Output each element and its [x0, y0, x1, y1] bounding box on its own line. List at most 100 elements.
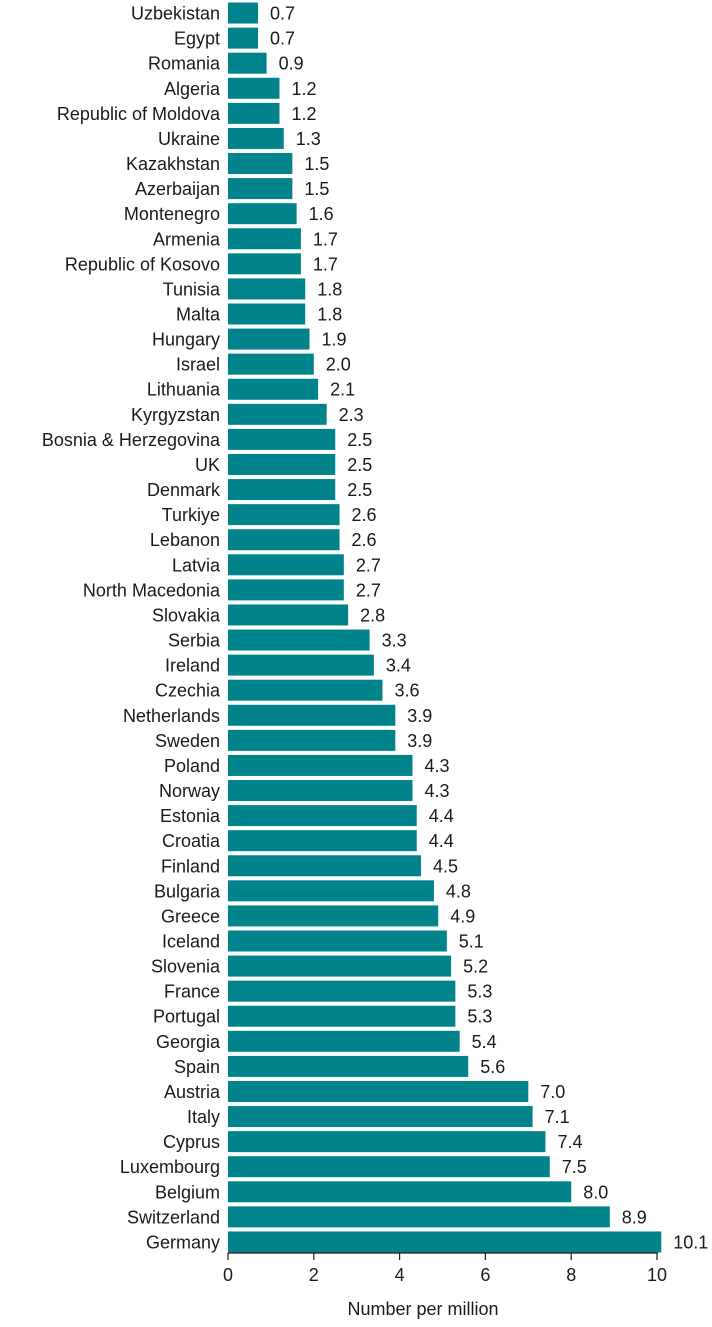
- value-label: 1.8: [317, 279, 342, 299]
- value-label: 1.5: [304, 154, 329, 174]
- bar: [228, 479, 336, 501]
- bar: [228, 1131, 546, 1153]
- bar: [228, 102, 280, 124]
- bar: [228, 253, 301, 275]
- category-label: Poland: [164, 756, 220, 776]
- bar: [228, 278, 306, 300]
- category-label: North Macedonia: [83, 580, 221, 600]
- category-label: Luxembourg: [120, 1157, 220, 1177]
- value-label: 2.1: [330, 380, 355, 400]
- value-label: 4.4: [429, 806, 454, 826]
- bar: [228, 1005, 456, 1027]
- bar: [228, 1030, 460, 1052]
- bar: [228, 403, 327, 425]
- bar: [228, 654, 374, 676]
- bar: [228, 980, 456, 1002]
- value-label: 2.3: [339, 405, 364, 425]
- category-label: Kazakhstan: [126, 154, 220, 174]
- bar: [228, 930, 447, 952]
- category-label: Turkiye: [162, 505, 220, 525]
- value-label: 4.3: [424, 756, 449, 776]
- bar: [228, 679, 383, 701]
- x-tick-label: 2: [309, 1265, 319, 1285]
- value-label: 2.0: [326, 355, 351, 375]
- value-label: 1.7: [313, 254, 338, 274]
- category-label: Iceland: [162, 932, 220, 952]
- bar: [228, 905, 439, 927]
- category-label: Malta: [176, 305, 221, 325]
- bar: [228, 303, 306, 325]
- category-label: Romania: [148, 54, 221, 74]
- value-label: 1.2: [291, 79, 316, 99]
- category-label: Spain: [174, 1057, 220, 1077]
- category-label: Belgium: [155, 1182, 220, 1202]
- category-label: Lithuania: [147, 380, 221, 400]
- category-label: Egypt: [174, 29, 220, 49]
- bar: [228, 1231, 662, 1253]
- category-label: Ireland: [165, 656, 220, 676]
- category-label: Armenia: [153, 229, 221, 249]
- category-label: Republic of Moldova: [57, 104, 221, 124]
- category-label: Cyprus: [163, 1132, 220, 1152]
- category-label: Uzbekistan: [131, 4, 220, 24]
- bar: [228, 1156, 550, 1178]
- bar: [228, 453, 336, 475]
- value-label: 3.4: [386, 656, 411, 676]
- value-label: 5.2: [463, 957, 488, 977]
- value-label: 4.8: [446, 881, 471, 901]
- value-label: 1.6: [309, 204, 334, 224]
- value-label: 3.9: [407, 706, 432, 726]
- bar: [228, 704, 396, 726]
- value-label: 2.7: [356, 580, 381, 600]
- value-label: 3.9: [407, 731, 432, 751]
- value-label: 2.5: [347, 480, 372, 500]
- bar: [228, 328, 310, 350]
- bar: [228, 178, 293, 200]
- category-label: Estonia: [160, 806, 221, 826]
- category-label: Finland: [161, 856, 220, 876]
- bars-layer: [228, 2, 662, 1253]
- value-label: 4.9: [450, 906, 475, 926]
- value-label: 1.7: [313, 229, 338, 249]
- bar: [228, 855, 422, 877]
- x-tick-label: 0: [223, 1265, 233, 1285]
- value-label: 1.3: [296, 129, 321, 149]
- value-label: 4.4: [429, 831, 454, 851]
- bar: [228, 880, 434, 902]
- category-label: France: [164, 982, 220, 1002]
- x-tick-label: 6: [480, 1265, 490, 1285]
- category-label: Denmark: [147, 480, 221, 500]
- bar: [228, 1181, 572, 1203]
- bar: [228, 153, 293, 175]
- value-label: 5.3: [467, 982, 492, 1002]
- category-labels: Uzbekistan Egypt Romania Algeria Republic of…: [42, 4, 221, 1253]
- category-label: Slovenia: [151, 957, 221, 977]
- value-label: 1.9: [322, 330, 347, 350]
- category-label: Algeria: [164, 79, 221, 99]
- category-label: Norway: [159, 781, 220, 801]
- value-label: 7.5: [562, 1157, 587, 1177]
- bar: [228, 1055, 469, 1077]
- value-label: 2.6: [352, 530, 377, 550]
- bar: [228, 780, 413, 802]
- value-label: 5.4: [472, 1032, 497, 1052]
- bar: [228, 27, 259, 49]
- value-label: 5.1: [459, 932, 484, 952]
- bar: [228, 428, 336, 450]
- value-labels: 0.7 0.7 0.9 1.2 1.2 1.3 1.5 1.5 1.6 1.7 1.7 1.8 1.8 1…: [270, 4, 708, 1253]
- value-label: 8.9: [622, 1207, 647, 1227]
- bar: [228, 353, 314, 375]
- category-label: UK: [195, 455, 220, 475]
- category-label: Greece: [161, 906, 220, 926]
- category-label: Latvia: [172, 555, 221, 575]
- bar: [228, 1080, 529, 1102]
- value-label: 1.2: [291, 104, 316, 124]
- value-label: 2.7: [356, 555, 381, 575]
- bar: [228, 629, 370, 651]
- category-label: Ukraine: [158, 129, 220, 149]
- category-label: Austria: [164, 1082, 221, 1102]
- bar: [228, 955, 452, 977]
- bar: [228, 378, 319, 400]
- bar: [228, 604, 349, 626]
- category-label: Tunisia: [163, 279, 221, 299]
